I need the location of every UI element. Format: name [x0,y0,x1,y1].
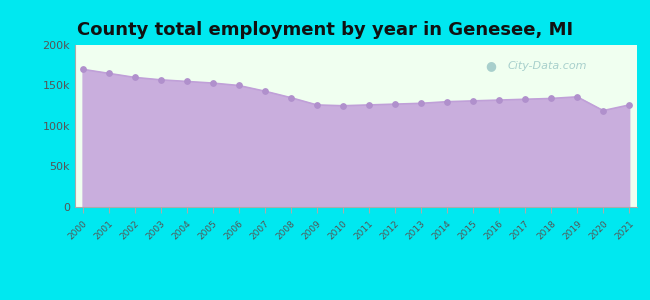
Text: 2016: 2016 [483,219,506,242]
Text: ●: ● [485,60,496,73]
Text: 2002: 2002 [118,219,141,242]
Text: County total employment by year in Genesee, MI: County total employment by year in Genes… [77,21,573,39]
Text: 2006: 2006 [222,219,245,242]
Point [364,103,374,107]
Point [546,96,556,101]
Point [442,99,452,104]
Point [259,89,270,94]
Point [233,83,244,88]
Point [129,75,140,80]
Point [390,102,400,106]
Point [416,101,426,106]
Point [207,81,218,85]
Point [468,98,478,103]
Text: 2021: 2021 [613,219,636,242]
Text: 2011: 2011 [353,219,375,242]
Text: City-Data.com: City-Data.com [508,61,587,71]
Text: 2020: 2020 [587,219,610,242]
Point [155,77,166,82]
Text: 2013: 2013 [405,219,427,242]
Point [77,67,88,72]
Point [285,95,296,100]
Text: 2017: 2017 [509,219,532,242]
Point [624,103,634,107]
Text: 2008: 2008 [274,219,297,242]
Text: 2001: 2001 [92,219,115,242]
Text: 2014: 2014 [431,219,453,242]
Point [103,71,114,76]
Text: 2005: 2005 [196,219,219,242]
Point [337,103,348,108]
Text: 2004: 2004 [170,219,193,242]
Point [520,97,530,102]
Point [181,79,192,84]
Text: 2015: 2015 [457,219,479,242]
Text: 2012: 2012 [379,219,401,242]
Text: 2010: 2010 [327,219,349,242]
Point [572,94,582,99]
Text: 2000: 2000 [66,219,89,242]
Text: 2007: 2007 [248,219,271,242]
Point [494,98,504,103]
Text: 2003: 2003 [144,219,167,242]
Text: 2019: 2019 [561,219,584,242]
Point [598,108,608,113]
Text: 2018: 2018 [535,219,558,242]
Point [311,103,322,107]
Text: 2009: 2009 [301,219,323,242]
